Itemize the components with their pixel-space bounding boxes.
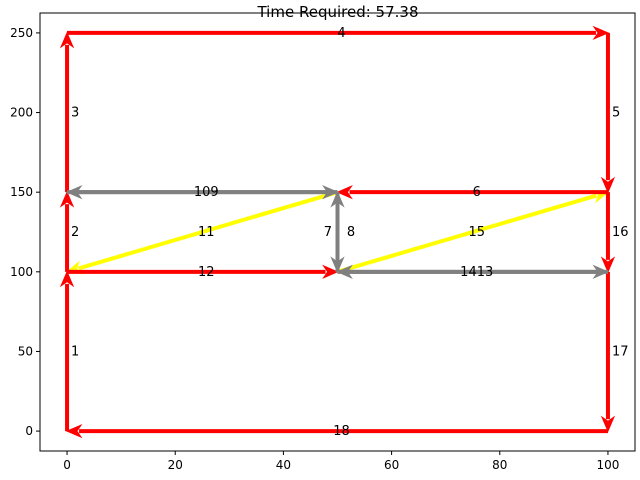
edge-10 xyxy=(65,185,338,200)
x-tick-label: 40 xyxy=(276,458,291,472)
edge-16 xyxy=(600,192,616,274)
edge-3 xyxy=(59,31,75,193)
edge-label-17: 17 xyxy=(612,344,629,359)
y-tick-label: 150 xyxy=(10,185,33,199)
y-tick-label: 200 xyxy=(10,106,33,120)
edge-label-8: 8 xyxy=(347,225,355,240)
chart-title: Time Required: 57.38 xyxy=(256,3,418,21)
edge-1 xyxy=(59,270,75,432)
edge-label-1: 1 xyxy=(71,344,79,359)
edge-15-line xyxy=(336,193,598,274)
edge-label-3: 3 xyxy=(71,106,79,121)
edge-10-arrowhead xyxy=(65,185,83,200)
edge-label-12: 12 xyxy=(198,265,215,280)
x-tick-label: 80 xyxy=(492,458,507,472)
edge-18-arrowhead xyxy=(65,423,83,439)
edge-8 xyxy=(330,190,345,272)
axis-ticks-layer: 0 20 40 60 80 100 0 50 100 150 200 250 xyxy=(10,26,619,472)
edge-label-4: 4 xyxy=(337,26,345,41)
x-tick-label: 20 xyxy=(168,458,183,472)
y-tick-label: 100 xyxy=(10,265,33,279)
edge-6-arrowhead xyxy=(336,185,353,200)
edge-17-arrowhead xyxy=(600,415,616,433)
edge-label-2: 2 xyxy=(71,225,79,240)
edge-label-11: 11 xyxy=(198,225,215,240)
x-tick-label: 100 xyxy=(597,458,620,472)
edge-label-109: 109 xyxy=(194,185,219,200)
edge-14-arrowhead xyxy=(336,264,353,279)
edge-label-16: 16 xyxy=(612,225,629,240)
edge-18 xyxy=(65,423,608,439)
edge-6 xyxy=(336,185,608,200)
edge-12 xyxy=(67,264,339,279)
edge-3-arrowhead xyxy=(59,31,75,49)
y-tick-label: 0 xyxy=(25,424,33,438)
edge-17 xyxy=(600,271,616,433)
edge-label-5: 5 xyxy=(612,106,620,121)
edge-4 xyxy=(67,25,610,41)
edge-11-line xyxy=(77,190,339,271)
edge-14 xyxy=(336,264,608,279)
edge-8-arrowhead xyxy=(330,190,345,208)
edge-5-arrowhead xyxy=(600,176,616,194)
y-tick-label: 250 xyxy=(10,26,33,40)
edge-4-arrowhead xyxy=(592,25,610,41)
edge-label-1413: 1413 xyxy=(460,265,493,280)
plot-frame xyxy=(39,12,636,452)
x-tick-label: 60 xyxy=(384,458,399,472)
edge-2-arrowhead xyxy=(59,190,75,208)
edge-2 xyxy=(59,190,75,272)
edge-label-7: 7 xyxy=(324,225,332,240)
edge-12-arrowhead xyxy=(322,264,339,279)
edge-label-6: 6 xyxy=(473,185,481,200)
y-tick-label: 50 xyxy=(18,344,33,358)
edges-layer xyxy=(59,25,616,439)
edge-5 xyxy=(600,32,616,194)
edge-1-arrowhead xyxy=(59,270,75,288)
x-tick-label: 0 xyxy=(63,458,71,472)
edge-label-18: 18 xyxy=(333,424,350,439)
edge-label-15: 15 xyxy=(468,225,485,240)
edge-16-arrowhead xyxy=(600,256,616,274)
